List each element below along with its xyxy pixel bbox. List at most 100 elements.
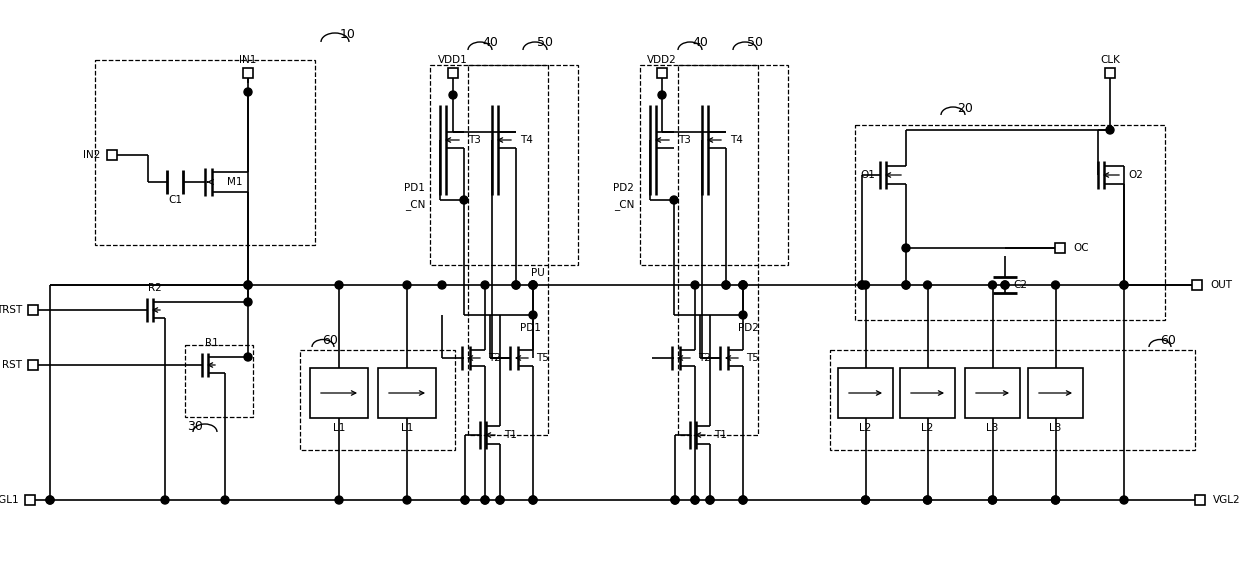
Circle shape xyxy=(496,496,503,504)
Text: O2: O2 xyxy=(1128,170,1143,180)
Text: 20: 20 xyxy=(957,102,973,115)
Circle shape xyxy=(244,298,252,306)
Circle shape xyxy=(901,244,910,252)
Circle shape xyxy=(901,281,910,289)
Circle shape xyxy=(403,281,410,289)
Circle shape xyxy=(691,496,699,504)
Circle shape xyxy=(335,281,343,289)
Circle shape xyxy=(858,281,866,289)
Text: C2: C2 xyxy=(1013,280,1027,290)
Bar xyxy=(243,68,253,78)
Text: IN1: IN1 xyxy=(239,55,257,65)
Text: RST: RST xyxy=(2,360,22,370)
Circle shape xyxy=(739,281,746,289)
Bar xyxy=(1195,495,1205,505)
Circle shape xyxy=(244,353,252,361)
Circle shape xyxy=(924,496,931,504)
Text: L1: L1 xyxy=(401,423,413,433)
Text: PD2: PD2 xyxy=(738,323,759,333)
Circle shape xyxy=(461,496,469,504)
Circle shape xyxy=(529,281,537,289)
Circle shape xyxy=(988,496,997,504)
Circle shape xyxy=(858,281,866,289)
Text: VDD1: VDD1 xyxy=(438,55,467,65)
Circle shape xyxy=(862,281,869,289)
Bar xyxy=(1192,280,1202,290)
Circle shape xyxy=(739,496,746,504)
Text: IN2: IN2 xyxy=(83,150,100,160)
Circle shape xyxy=(460,196,467,204)
Text: PD2: PD2 xyxy=(613,183,634,193)
Circle shape xyxy=(722,281,730,289)
Bar xyxy=(1055,243,1065,253)
Bar xyxy=(657,68,667,78)
Circle shape xyxy=(461,496,469,504)
Text: VGL2: VGL2 xyxy=(1213,495,1240,505)
Circle shape xyxy=(1001,281,1009,289)
Bar xyxy=(838,368,893,418)
Text: T5: T5 xyxy=(746,353,759,363)
Text: M1: M1 xyxy=(227,177,243,187)
Circle shape xyxy=(691,281,699,289)
Bar xyxy=(856,125,1166,320)
Text: T5: T5 xyxy=(537,353,549,363)
Text: 50: 50 xyxy=(537,36,553,49)
Text: T3: T3 xyxy=(467,135,480,145)
Bar xyxy=(310,368,368,418)
Circle shape xyxy=(481,496,489,504)
Circle shape xyxy=(335,496,343,504)
Circle shape xyxy=(988,281,997,289)
Circle shape xyxy=(924,496,931,504)
Circle shape xyxy=(1120,496,1128,504)
Text: L1: L1 xyxy=(332,423,345,433)
Circle shape xyxy=(438,281,446,289)
Text: 60: 60 xyxy=(322,333,339,346)
Text: VDD2: VDD2 xyxy=(647,55,677,65)
Text: 30: 30 xyxy=(187,420,203,433)
Text: T3: T3 xyxy=(677,135,691,145)
Text: T4: T4 xyxy=(520,135,532,145)
Bar xyxy=(448,68,458,78)
Circle shape xyxy=(1106,126,1114,134)
Circle shape xyxy=(739,496,746,504)
Bar xyxy=(25,495,35,505)
Bar xyxy=(1105,68,1115,78)
Text: VGL1: VGL1 xyxy=(0,495,20,505)
Circle shape xyxy=(244,281,252,289)
Bar xyxy=(678,65,758,435)
Bar xyxy=(1028,368,1083,418)
Bar xyxy=(965,368,1021,418)
Circle shape xyxy=(529,281,537,289)
Text: 60: 60 xyxy=(1161,333,1176,346)
Bar xyxy=(430,65,578,265)
Circle shape xyxy=(1120,281,1128,289)
Circle shape xyxy=(671,496,680,504)
Text: L3: L3 xyxy=(986,423,998,433)
Circle shape xyxy=(529,496,537,504)
Text: OUT: OUT xyxy=(1210,280,1233,290)
Circle shape xyxy=(706,496,714,504)
Circle shape xyxy=(512,281,520,289)
Circle shape xyxy=(244,281,252,289)
Circle shape xyxy=(988,496,997,504)
Circle shape xyxy=(691,496,699,504)
Circle shape xyxy=(670,196,678,204)
Text: T2: T2 xyxy=(489,353,501,363)
Circle shape xyxy=(529,311,537,319)
Circle shape xyxy=(529,496,537,504)
Text: TRST: TRST xyxy=(0,305,22,315)
Circle shape xyxy=(862,496,869,504)
Bar xyxy=(467,65,548,435)
Circle shape xyxy=(496,496,503,504)
Circle shape xyxy=(1120,281,1128,289)
Text: T1: T1 xyxy=(503,430,516,440)
Text: L2: L2 xyxy=(921,423,934,433)
Circle shape xyxy=(1052,281,1059,289)
Circle shape xyxy=(46,496,55,504)
Circle shape xyxy=(862,496,869,504)
Text: L2: L2 xyxy=(859,423,872,433)
Circle shape xyxy=(221,496,229,504)
Text: T4: T4 xyxy=(729,135,743,145)
Circle shape xyxy=(706,496,714,504)
Text: CLK: CLK xyxy=(1100,55,1120,65)
